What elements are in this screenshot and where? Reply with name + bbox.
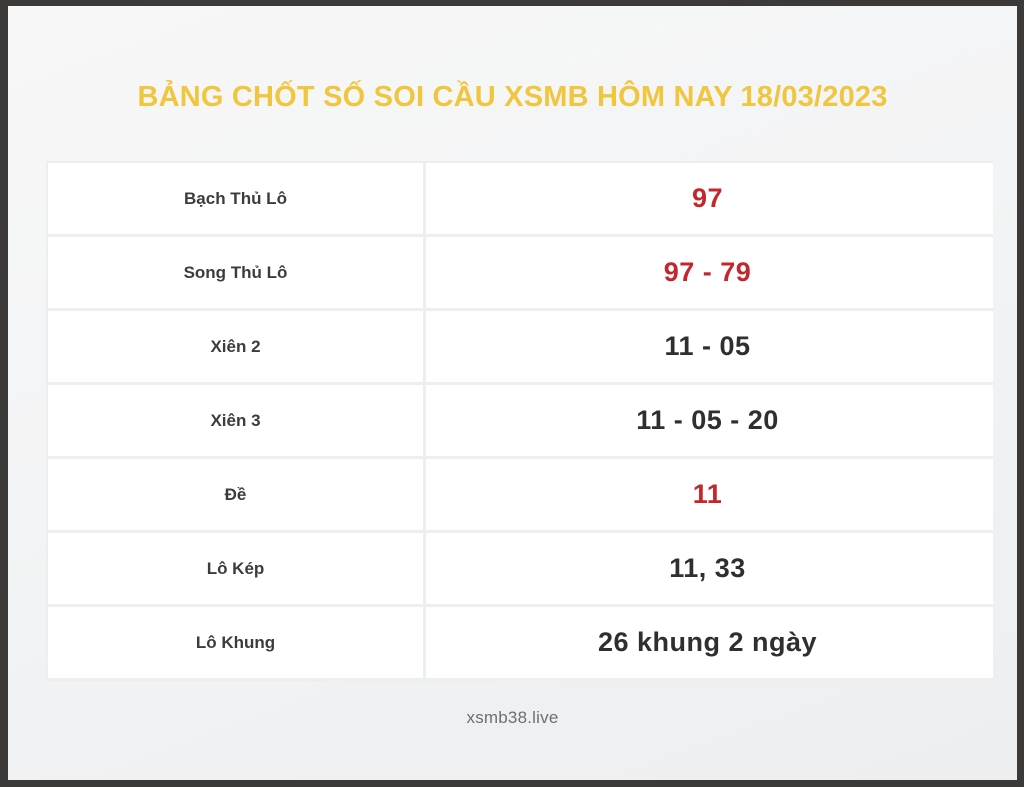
table-row: Song Thủ Lô 97 - 79 [48, 237, 993, 311]
row-value-xien-3: 11 - 05 - 20 [426, 385, 993, 456]
table-row: Lô Khung 26 khung 2 ngày [48, 607, 993, 681]
table-row: Lô Kép 11, 33 [48, 533, 993, 607]
row-value-xien-2: 11 - 05 [426, 311, 993, 382]
row-value-bach-thu-lo: 97 [426, 163, 993, 234]
row-label-song-thu-lo: Song Thủ Lô [48, 237, 426, 308]
row-label-bach-thu-lo: Bạch Thủ Lô [48, 163, 426, 234]
page-title: BẢNG CHỐT SỐ SOI CẦU XSMB HÔM NAY 18/03/… [137, 81, 888, 113]
row-value-de: 11 [426, 459, 993, 530]
row-value-lo-kep: 11, 33 [426, 533, 993, 604]
row-label-lo-khung: Lô Khung [48, 607, 426, 678]
page-canvas: BẢNG CHỐT SỐ SOI CẦU XSMB HÔM NAY 18/03/… [8, 6, 1017, 780]
table-row: Xiên 3 11 - 05 - 20 [48, 385, 993, 459]
row-value-song-thu-lo: 97 - 79 [426, 237, 993, 308]
row-label-lo-kep: Lô Kép [48, 533, 426, 604]
row-label-xien-2: Xiên 2 [48, 311, 426, 382]
prediction-table: Bạch Thủ Lô 97 Song Thủ Lô 97 - 79 Xiên … [46, 161, 993, 681]
table-row: Xiên 2 11 - 05 [48, 311, 993, 385]
site-watermark: xsmb38.live [466, 708, 559, 727]
row-label-xien-3: Xiên 3 [48, 385, 426, 456]
row-value-lo-khung: 26 khung 2 ngày [426, 607, 993, 678]
table-row: Đề 11 [48, 459, 993, 533]
table-row: Bạch Thủ Lô 97 [48, 163, 993, 237]
row-label-de: Đề [48, 459, 426, 530]
